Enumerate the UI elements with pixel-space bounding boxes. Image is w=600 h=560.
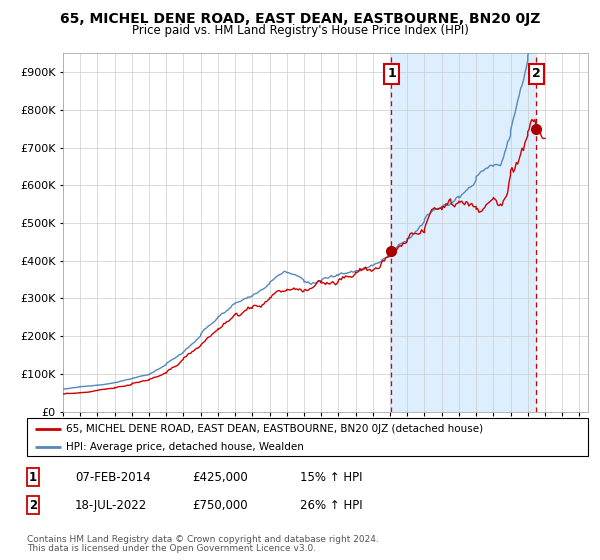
FancyBboxPatch shape bbox=[27, 418, 588, 456]
Text: 1: 1 bbox=[29, 470, 37, 484]
Bar bbox=[391, 53, 536, 412]
Text: 07-FEB-2014: 07-FEB-2014 bbox=[75, 470, 151, 484]
Text: 18-JUL-2022: 18-JUL-2022 bbox=[75, 498, 147, 512]
Text: This data is licensed under the Open Government Licence v3.0.: This data is licensed under the Open Gov… bbox=[27, 544, 316, 553]
Text: Price paid vs. HM Land Registry's House Price Index (HPI): Price paid vs. HM Land Registry's House … bbox=[131, 24, 469, 36]
Text: 26% ↑ HPI: 26% ↑ HPI bbox=[300, 498, 362, 512]
Text: Contains HM Land Registry data © Crown copyright and database right 2024.: Contains HM Land Registry data © Crown c… bbox=[27, 535, 379, 544]
Text: 2: 2 bbox=[532, 67, 541, 81]
Text: 65, MICHEL DENE ROAD, EAST DEAN, EASTBOURNE, BN20 0JZ: 65, MICHEL DENE ROAD, EAST DEAN, EASTBOU… bbox=[60, 12, 540, 26]
Text: HPI: Average price, detached house, Wealden: HPI: Average price, detached house, Weal… bbox=[66, 442, 304, 452]
Text: 15% ↑ HPI: 15% ↑ HPI bbox=[300, 470, 362, 484]
Text: 65, MICHEL DENE ROAD, EAST DEAN, EASTBOURNE, BN20 0JZ (detached house): 65, MICHEL DENE ROAD, EAST DEAN, EASTBOU… bbox=[66, 423, 484, 433]
Text: 2: 2 bbox=[29, 498, 37, 512]
Text: £425,000: £425,000 bbox=[192, 470, 248, 484]
Text: £750,000: £750,000 bbox=[192, 498, 248, 512]
Text: 1: 1 bbox=[387, 67, 396, 81]
